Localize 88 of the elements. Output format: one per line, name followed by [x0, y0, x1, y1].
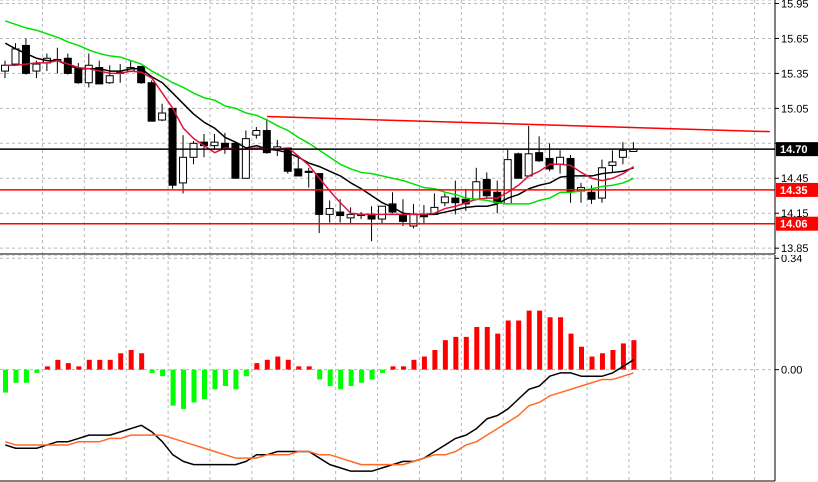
y-tick-label: 15.05	[781, 103, 809, 116]
bar	[128, 350, 134, 370]
bar	[474, 327, 480, 370]
bar	[55, 360, 60, 370]
bar	[170, 370, 176, 406]
bar	[286, 360, 291, 370]
bar	[86, 360, 92, 370]
bar	[66, 363, 71, 370]
bar	[192, 370, 197, 402]
y-tick-label: 15.65	[781, 33, 809, 46]
y-tick-label: 0.00	[781, 364, 802, 377]
bar	[306, 366, 312, 370]
bar	[453, 336, 458, 370]
bar	[390, 366, 396, 370]
candlestick	[304, 167, 313, 188]
bar	[610, 350, 616, 370]
line-series	[4, 20, 634, 205]
bar	[317, 370, 322, 380]
bar	[202, 370, 207, 400]
y-tick-label: 14.45	[781, 173, 809, 186]
bar	[464, 336, 469, 370]
bar	[34, 370, 40, 373]
bar	[150, 370, 155, 373]
bar	[631, 340, 636, 370]
line-series	[4, 359, 634, 472]
candlestick	[346, 206, 355, 224]
candlestick	[440, 192, 449, 207]
candlestick	[32, 60, 40, 79]
bar	[620, 343, 626, 370]
y-tick-label: 15.35	[781, 68, 809, 80]
bar	[244, 370, 249, 376]
bar	[160, 370, 166, 376]
candlestick	[326, 200, 334, 224]
ref-line-label: 14.35	[780, 184, 808, 197]
bar	[24, 370, 29, 383]
candlestick	[74, 62, 82, 84]
bar	[526, 310, 532, 370]
bar	[411, 360, 416, 370]
bar	[233, 370, 238, 390]
ref-line-label: 14.70	[780, 144, 808, 156]
bar	[338, 370, 344, 390]
bar	[370, 370, 375, 380]
bar	[181, 370, 186, 409]
bar	[568, 334, 574, 370]
bar	[254, 363, 260, 370]
candlestick	[84, 53, 93, 88]
candlestick	[294, 156, 302, 176]
candlestick	[158, 103, 166, 122]
bar	[328, 370, 333, 386]
candlestick	[336, 198, 344, 224]
bar	[484, 327, 490, 370]
bar	[432, 350, 438, 370]
ref-line-label: 14.06	[780, 218, 808, 231]
candlestick	[252, 126, 260, 140]
bar	[3, 370, 8, 393]
bar	[380, 370, 386, 373]
bar	[589, 356, 594, 370]
bar	[558, 317, 564, 370]
bar	[97, 360, 102, 370]
candlestick	[587, 184, 596, 204]
bar	[222, 370, 228, 386]
bar	[516, 320, 522, 370]
bar	[76, 366, 82, 370]
bar	[506, 320, 511, 370]
bar	[44, 366, 50, 370]
bar	[579, 346, 584, 370]
candlestick	[106, 64, 114, 84]
bar	[442, 340, 448, 370]
candlestick	[482, 172, 491, 199]
bar	[548, 317, 553, 370]
bar	[118, 353, 124, 370]
bar	[13, 370, 18, 383]
bar	[264, 360, 270, 370]
bar	[495, 334, 500, 370]
bar	[359, 370, 364, 383]
bar	[296, 366, 302, 370]
bar	[348, 370, 354, 386]
bar	[275, 356, 280, 370]
bar	[139, 353, 144, 370]
y-tick-label: 15.95	[781, 0, 809, 10]
bar	[537, 310, 542, 370]
bar	[422, 356, 427, 370]
bar	[212, 370, 218, 390]
line-series	[4, 372, 634, 466]
bar	[600, 353, 605, 370]
bar	[400, 366, 406, 370]
bar	[108, 360, 113, 370]
y-tick-label: 13.85	[781, 243, 809, 256]
